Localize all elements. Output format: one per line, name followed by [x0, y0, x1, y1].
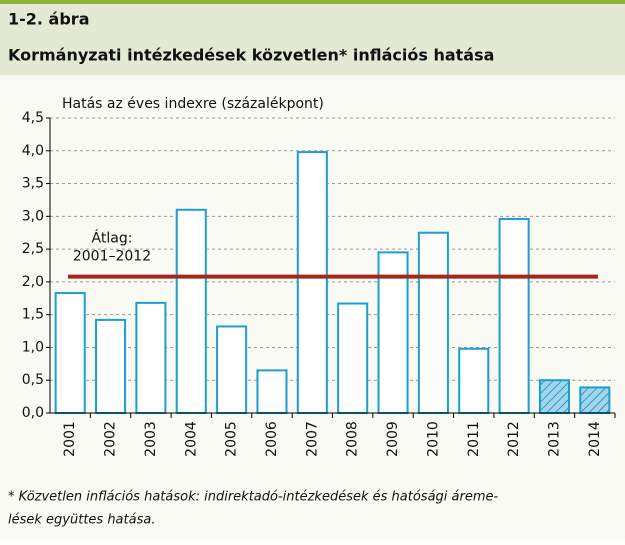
y-tick-label: 1,5 [22, 307, 44, 323]
bar [538, 379, 570, 415]
x-tick-label: 2004 [183, 421, 199, 457]
x-tick-label: 2008 [345, 421, 361, 457]
y-tick-label: 2,0 [22, 274, 44, 290]
bar [458, 347, 490, 414]
bar [579, 386, 611, 414]
bar [256, 369, 288, 414]
y-tick-label: 1,0 [22, 339, 44, 355]
x-tick-label: 2011 [466, 421, 482, 457]
bar [175, 208, 207, 414]
average-label: 2001–2012 [73, 249, 151, 265]
y-tick-label: 0,0 [22, 405, 44, 421]
y-tick-label: 3,5 [22, 176, 44, 192]
bar [135, 301, 167, 414]
chart-title: Kormányzati intézkedések közvetlen* infl… [8, 46, 494, 65]
x-tick-label: 2002 [103, 421, 119, 457]
y-axis-label: Hatás az éves indexre (százalékpont) [62, 96, 324, 112]
x-tick-label: 2010 [425, 421, 441, 457]
bar [54, 292, 86, 414]
y-tick-label: 0,5 [22, 372, 44, 388]
bar [95, 318, 127, 414]
footnote: lések együttes hatása. [8, 513, 155, 528]
x-tick-label: 2012 [506, 421, 522, 457]
y-tick-label: 4,0 [22, 143, 44, 159]
bar [417, 231, 449, 414]
x-tick-label: 2003 [143, 421, 159, 457]
bar [498, 217, 530, 414]
x-tick-label: 2001 [62, 421, 78, 457]
y-tick-label: 2,5 [22, 241, 44, 257]
bar [296, 151, 328, 414]
bar [377, 251, 409, 414]
x-tick-label: 2014 [587, 421, 603, 457]
figure-label: 1-2. ábra [8, 10, 90, 29]
header-rule [0, 0, 625, 4]
y-tick-label: 4,5 [22, 110, 44, 126]
bar [337, 302, 369, 414]
x-tick-label: 2006 [264, 421, 280, 457]
y-tick-label: 3,0 [22, 208, 44, 224]
bar [216, 325, 248, 415]
x-tick-label: 2005 [224, 421, 240, 457]
x-tick-label: 2007 [304, 421, 320, 457]
x-tick-label: 2013 [546, 421, 562, 457]
footnote: * Közvetlen inflációs hatások: indirekta… [8, 490, 499, 505]
average-label: Átlag: [92, 230, 133, 247]
header-band [0, 0, 625, 75]
x-tick-label: 2009 [385, 421, 401, 457]
